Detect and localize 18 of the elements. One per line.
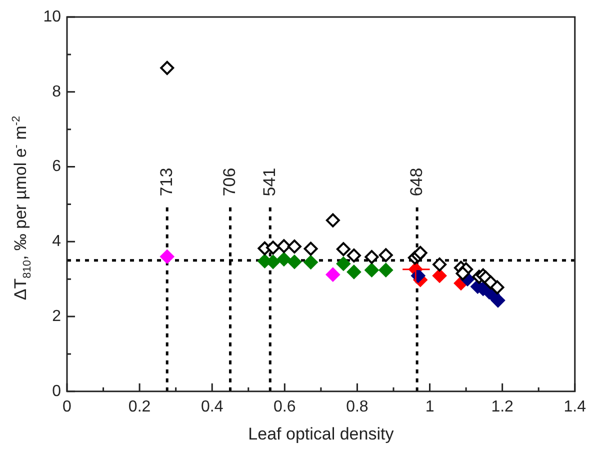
annotation: 648 — [406, 168, 426, 196]
x-tick-label: 1.4 — [564, 398, 586, 416]
y-tick-label: 6 — [52, 158, 62, 176]
annotation: 706 — [220, 168, 239, 196]
y-tick-label: 2 — [52, 308, 62, 325]
y-tick-label: 4 — [52, 233, 62, 250]
annotation: 713 — [156, 168, 176, 196]
y-tick-label: 8 — [52, 83, 62, 100]
x-tick-label: 0.6 — [274, 398, 296, 416]
y-tick-label: 0 — [52, 382, 62, 400]
y-tick-label: 10 — [43, 8, 62, 26]
x-tick-label: 1 — [425, 398, 434, 416]
x-tick-label: 1.2 — [491, 398, 514, 416]
annotation: 541 — [260, 168, 279, 196]
x-tick-label: 0.8 — [346, 398, 368, 416]
x-tick-label: 0.4 — [200, 398, 224, 416]
x-tick-label: 0.2 — [128, 398, 151, 416]
x-axis-title: Leaf optical density — [248, 424, 394, 444]
